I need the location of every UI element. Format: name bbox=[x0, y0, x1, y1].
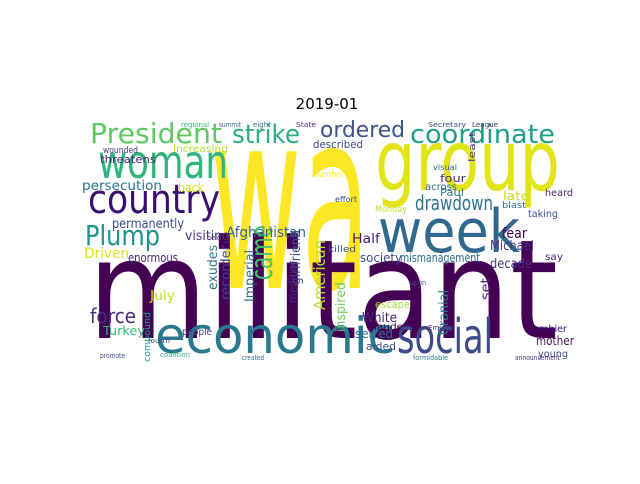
cloud-word: ordered bbox=[320, 118, 405, 143]
cloud-word: aided bbox=[366, 340, 396, 353]
cloud-word: wounded bbox=[103, 146, 138, 156]
cloud-word: medium bbox=[286, 261, 300, 303]
cloud-word: girlfriend bbox=[289, 230, 304, 285]
cloud-word: social bbox=[397, 309, 493, 365]
cloud-word: militant bbox=[88, 210, 558, 371]
chart-title: 2019-01 bbox=[296, 95, 359, 113]
cloud-word: Plump bbox=[85, 219, 160, 252]
cloud-word: American bbox=[310, 240, 329, 310]
cloud-word: escape bbox=[375, 298, 410, 311]
cloud-word: Cranial bbox=[437, 290, 452, 335]
cloud-word: least bbox=[468, 131, 478, 162]
cloud-word: four bbox=[440, 172, 467, 185]
cloud-word: persecution bbox=[82, 179, 162, 194]
cloud-word: Maude bbox=[368, 322, 403, 333]
cloud-word: Emirati bbox=[428, 324, 453, 332]
cloud-word: mother bbox=[536, 334, 574, 348]
cloud-word: across bbox=[425, 182, 457, 193]
cloud-word: Driven bbox=[84, 246, 129, 262]
cloud-word: society bbox=[360, 251, 402, 265]
cloud-word: mismanagement bbox=[400, 251, 480, 265]
cloud-word: number bbox=[314, 170, 344, 180]
cloud-word: say bbox=[545, 252, 563, 263]
cloud-word: late bbox=[503, 189, 529, 203]
cloud-word: decade bbox=[490, 257, 532, 272]
cloud-word: enormous bbox=[128, 251, 178, 265]
cloud-word: heard bbox=[545, 188, 573, 199]
cloud-word: gambier bbox=[527, 324, 568, 335]
cloud-word: killed bbox=[328, 245, 356, 255]
cloud-word: described bbox=[313, 138, 363, 151]
cloud-word: held bbox=[207, 234, 221, 242]
cloud-word: Half bbox=[352, 232, 380, 247]
cloud-word: White bbox=[362, 311, 397, 326]
cloud-word: visiting bbox=[185, 229, 230, 244]
cloud-word: Imperial bbox=[243, 250, 258, 302]
cloud-word: Turkey bbox=[102, 324, 145, 338]
cloud-word: created bbox=[242, 354, 264, 362]
cloud-word: wa bbox=[210, 56, 370, 347]
cloud-word: effort bbox=[335, 195, 357, 204]
cloud-word: strike bbox=[232, 120, 300, 150]
cloud-word: drawdown bbox=[415, 191, 493, 215]
cloud-word: economic bbox=[155, 307, 395, 365]
cloud-word: July bbox=[149, 289, 175, 304]
cloud-word: exudes bbox=[206, 245, 221, 290]
cloud-word: people bbox=[182, 327, 212, 338]
cloud-word: recorder bbox=[219, 244, 234, 300]
cloud-word: coalition bbox=[160, 351, 190, 359]
cloud-word: Michael bbox=[490, 239, 534, 254]
cloud-word: seized bbox=[355, 327, 393, 341]
cloud-word: set bbox=[479, 278, 494, 300]
cloud-word: taking bbox=[528, 209, 558, 220]
cloud-word: State bbox=[296, 121, 316, 129]
cloud-word: President bbox=[90, 117, 222, 150]
cloud-word: increasing bbox=[173, 144, 228, 155]
cloud-word: coordinate bbox=[410, 120, 555, 150]
cloud-word: back bbox=[178, 181, 204, 195]
cloud-word: came bbox=[245, 225, 280, 280]
cloud-word: fear bbox=[502, 226, 527, 242]
cloud-word: promote bbox=[100, 352, 125, 360]
cloud-word: announcement bbox=[515, 354, 560, 362]
cloud-word: visual bbox=[433, 163, 457, 172]
cloud-word: upon bbox=[410, 279, 426, 287]
cloud-word: young bbox=[538, 349, 568, 360]
cloud-word: formidable bbox=[413, 354, 448, 362]
cloud-word: eight bbox=[253, 121, 271, 129]
cloud-word: threatens bbox=[100, 153, 156, 166]
cloud-word: group bbox=[375, 112, 560, 210]
cloud-word: Secretary bbox=[428, 121, 466, 129]
cloud-word: week bbox=[378, 197, 520, 267]
cloud-word: Paul bbox=[440, 186, 464, 199]
cloud-word: permanently bbox=[112, 217, 184, 232]
cloud-word: inspired bbox=[334, 282, 349, 332]
cloud-word: Afghanistan bbox=[226, 225, 306, 241]
cloud-word: Monday bbox=[375, 205, 408, 215]
cloud-word: compound bbox=[143, 312, 153, 362]
cloud-word: blast bbox=[502, 201, 527, 211]
cloud-word: summit bbox=[219, 121, 241, 129]
cloud-word: fourth bbox=[148, 337, 170, 345]
cloud-word: country bbox=[88, 177, 220, 223]
cloud-word: League bbox=[472, 121, 498, 129]
cloud-word: woman bbox=[98, 135, 228, 189]
cloud-word: regional bbox=[181, 121, 209, 129]
cloud-word: force bbox=[90, 304, 136, 328]
